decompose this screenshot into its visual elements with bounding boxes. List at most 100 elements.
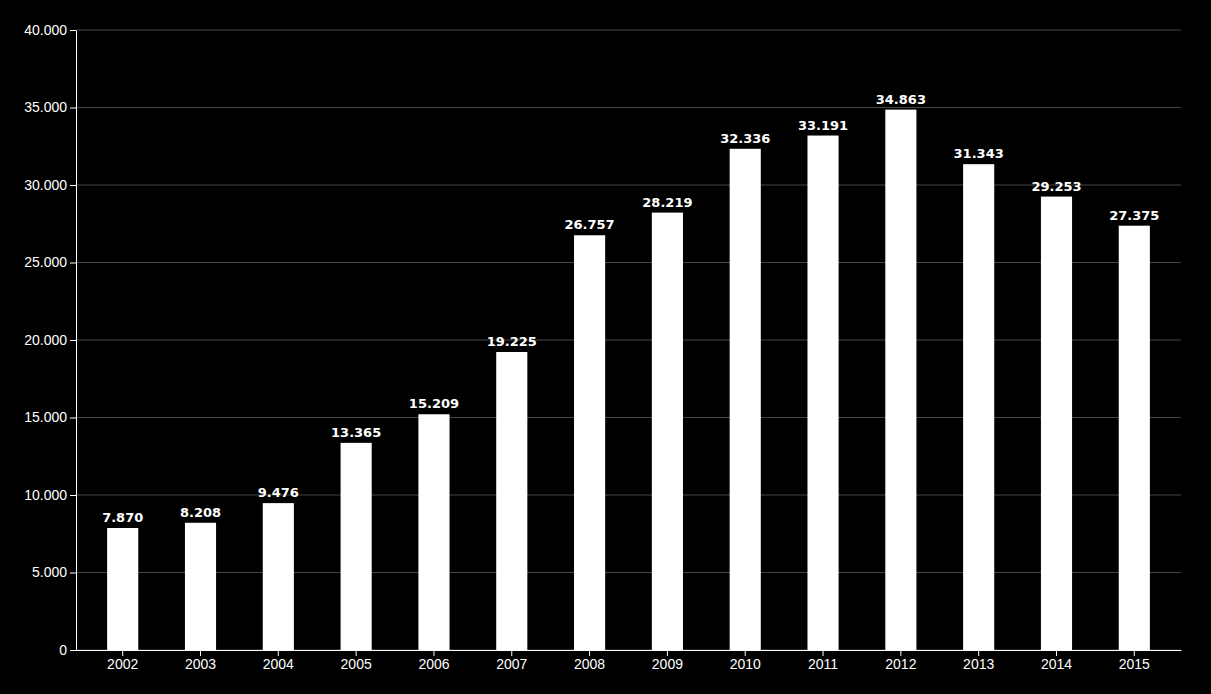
bar bbox=[652, 213, 683, 650]
tick-label: 2015 bbox=[1119, 656, 1150, 672]
y-tick: 10.000 bbox=[24, 487, 76, 503]
tick-label: 0 bbox=[59, 642, 67, 658]
tick-mark bbox=[70, 495, 76, 496]
tick-label: 2006 bbox=[418, 656, 449, 672]
data-label: 28.219 bbox=[642, 195, 692, 210]
data-label: 33.191 bbox=[798, 118, 848, 133]
tick-label: 2009 bbox=[652, 656, 683, 672]
x-tick: 2006 bbox=[418, 650, 449, 672]
axis-line bbox=[76, 31, 77, 651]
tick-label: 2005 bbox=[341, 656, 372, 672]
data-label: 8.208 bbox=[180, 505, 221, 520]
tick-label: 2002 bbox=[107, 656, 138, 672]
x-tick: 2010 bbox=[730, 650, 761, 672]
y-tick: 15.000 bbox=[24, 409, 76, 425]
tick-label: 25.000 bbox=[24, 254, 67, 270]
x-tick: 2005 bbox=[341, 650, 372, 672]
plot: 7.870 8.208 9.476 13.365 15.209 19.225 26.757 2… bbox=[24, 22, 1181, 672]
tick-mark bbox=[70, 573, 76, 574]
grid-line bbox=[76, 572, 1181, 573]
y-tick: 25.000 bbox=[24, 254, 76, 270]
tick-label: 2010 bbox=[730, 656, 761, 672]
tick-label: 35.000 bbox=[24, 99, 67, 115]
x-tick: 2012 bbox=[885, 650, 916, 672]
x-tick: 2014 bbox=[1041, 650, 1072, 672]
tick-mark bbox=[70, 108, 76, 109]
tick-label: 10.000 bbox=[24, 487, 67, 503]
grid-line bbox=[76, 495, 1181, 496]
axis-line bbox=[77, 650, 1182, 651]
x-tick: 2007 bbox=[496, 650, 527, 672]
bar bbox=[107, 528, 138, 650]
grid-line bbox=[76, 417, 1181, 418]
data-label: 27.375 bbox=[1109, 208, 1159, 223]
bar bbox=[807, 136, 838, 650]
y-axis: 0 5.000 10.000 15.000 20.000 25.000 30.000 35.0… bbox=[24, 22, 76, 658]
data-label: 19.225 bbox=[487, 334, 537, 349]
tick-label: 2013 bbox=[963, 656, 994, 672]
chart: 7.870 8.208 9.476 13.365 15.209 19.225 26.757 2… bbox=[0, 0, 1211, 694]
y-tick: 40.000 bbox=[24, 22, 76, 38]
y-tick: 5.000 bbox=[32, 564, 76, 580]
y-tick: 20.000 bbox=[24, 332, 76, 348]
bar bbox=[341, 443, 372, 650]
bar bbox=[963, 164, 994, 650]
y-tick: 30.000 bbox=[24, 177, 76, 193]
tick-mark bbox=[70, 30, 76, 31]
tick-label: 30.000 bbox=[24, 177, 67, 193]
data-label: 29.253 bbox=[1031, 179, 1081, 194]
bar bbox=[1041, 197, 1072, 650]
x-tick: 2009 bbox=[652, 650, 683, 672]
data-labels: 7.870 8.208 9.476 13.365 15.209 19.225 26.757 2… bbox=[102, 92, 1159, 525]
tick-label: 2012 bbox=[885, 656, 916, 672]
tick-label: 2003 bbox=[185, 656, 216, 672]
y-tick: 0 bbox=[59, 642, 76, 658]
tick-label: 40.000 bbox=[24, 22, 67, 38]
bar bbox=[185, 523, 216, 650]
data-label: 13.365 bbox=[331, 425, 381, 440]
bar bbox=[1119, 226, 1150, 650]
tick-label: 2014 bbox=[1041, 656, 1072, 672]
x-tick: 2008 bbox=[574, 650, 605, 672]
data-label: 34.863 bbox=[876, 92, 926, 107]
tick-mark bbox=[70, 418, 76, 419]
tick-label: 2008 bbox=[574, 656, 605, 672]
tick-label: 2004 bbox=[263, 656, 294, 672]
tick-label: 20.000 bbox=[24, 332, 67, 348]
tick-mark bbox=[70, 650, 76, 651]
y-tick: 35.000 bbox=[24, 99, 76, 115]
x-tick: 2002 bbox=[107, 650, 138, 672]
data-label: 26.757 bbox=[565, 217, 615, 232]
bar bbox=[263, 503, 294, 650]
grid-line bbox=[76, 107, 1181, 108]
tick-label: 2011 bbox=[808, 656, 838, 672]
tick-mark bbox=[70, 340, 76, 341]
grid-line bbox=[76, 650, 1181, 651]
x-axis: 2002 2003 2004 2005 2006 2007 2008 2009 2010 2011… bbox=[77, 650, 1182, 672]
tick-label: 15.000 bbox=[24, 409, 67, 425]
tick-label: 2007 bbox=[496, 656, 527, 672]
x-tick: 2015 bbox=[1119, 650, 1150, 672]
tick-mark bbox=[70, 263, 76, 264]
bar bbox=[574, 235, 605, 650]
tick-label: 5.000 bbox=[32, 564, 67, 580]
grid-line bbox=[76, 340, 1181, 341]
data-label: 32.336 bbox=[720, 131, 770, 146]
x-tick: 2004 bbox=[263, 650, 294, 672]
x-tick: 2011 bbox=[808, 650, 838, 672]
bar bbox=[885, 110, 916, 650]
bar bbox=[418, 414, 449, 650]
data-label: 9.476 bbox=[258, 485, 299, 500]
grid bbox=[76, 30, 1181, 650]
grid-line bbox=[76, 262, 1181, 263]
grid-line bbox=[76, 30, 1181, 31]
grid-line bbox=[76, 185, 1181, 186]
bars bbox=[107, 110, 1150, 650]
data-label: 7.870 bbox=[102, 510, 143, 525]
data-label: 15.209 bbox=[409, 396, 459, 411]
x-tick: 2003 bbox=[185, 650, 216, 672]
x-tick: 2013 bbox=[963, 650, 994, 672]
bar bbox=[730, 149, 761, 650]
data-label: 31.343 bbox=[954, 146, 1004, 161]
bar bbox=[496, 352, 527, 650]
